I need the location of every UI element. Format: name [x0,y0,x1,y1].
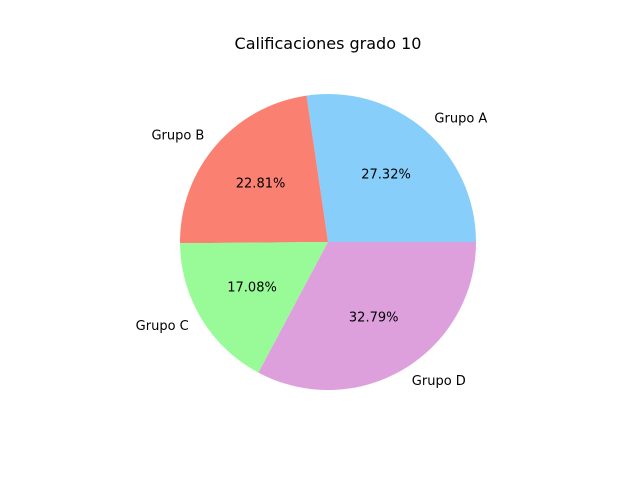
slice-percentage-label: 32.79% [349,311,399,326]
slice-category-label: Grupo B [151,129,204,144]
pie-slice-grupo-a [306,94,476,243]
chart-title: Calificaciones grado 10 [235,34,422,53]
slice-category-label: Grupo C [136,319,189,334]
pie-labels: Grupo A 27.32% Grupo B 22.81% Grupo C 17.08% G… [136,111,488,389]
slice-percentage-label: 27.32% [361,167,411,182]
slice-category-label: Grupo A [434,111,487,126]
slice-percentage-label: 22.81% [236,177,286,192]
slice-category-label: Grupo D [412,374,466,389]
pie-slice-grupo-b [180,95,328,244]
pie-slice-grupo-c [180,242,328,373]
slice-percentage-label: 17.08% [227,281,277,296]
pie-slices [180,94,476,390]
pie-slice-grupo-d [258,242,476,390]
